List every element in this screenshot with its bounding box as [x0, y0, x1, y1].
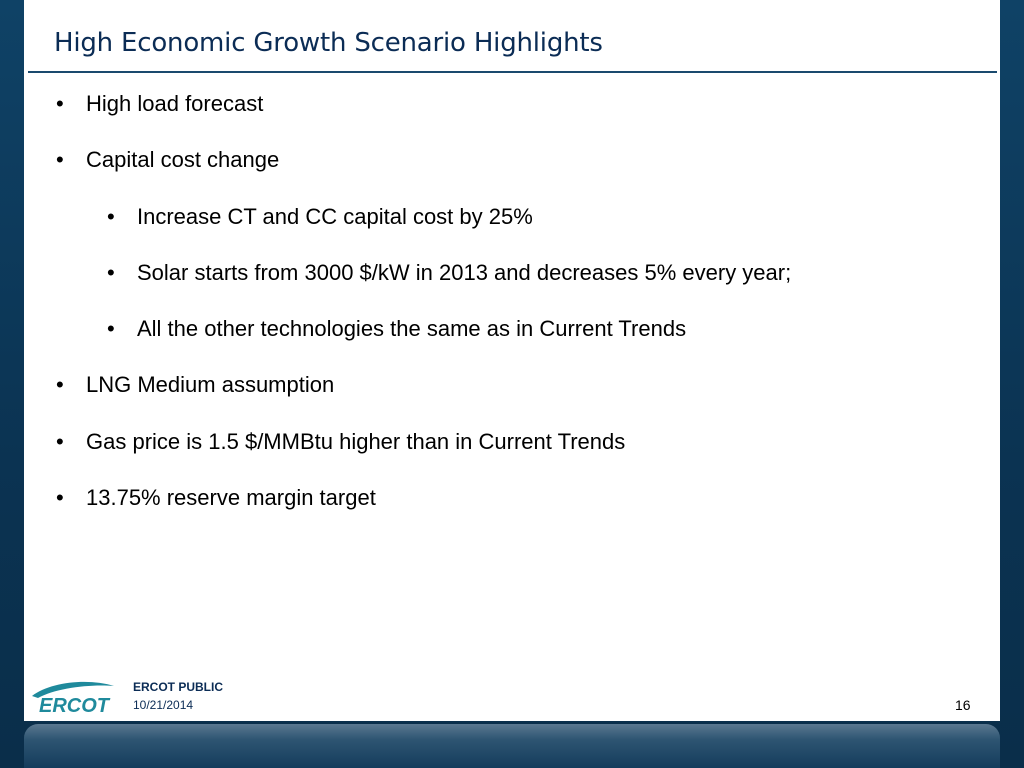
- logo-wordmark: ERCOT: [39, 695, 111, 716]
- page-number: 16: [955, 697, 971, 713]
- slide-title: High Economic Growth Scenario Highlights: [54, 28, 603, 58]
- footer-classification-label: ERCOT PUBLIC: [133, 680, 223, 694]
- bottom-decorative-band: [24, 724, 1000, 768]
- ercot-logo-icon: ERCOT: [32, 681, 114, 716]
- title-underline: [28, 71, 997, 73]
- logo-swoosh-icon: [32, 681, 114, 698]
- footer-date: 10/21/2014: [133, 698, 194, 712]
- slide-canvas: [24, 0, 1000, 721]
